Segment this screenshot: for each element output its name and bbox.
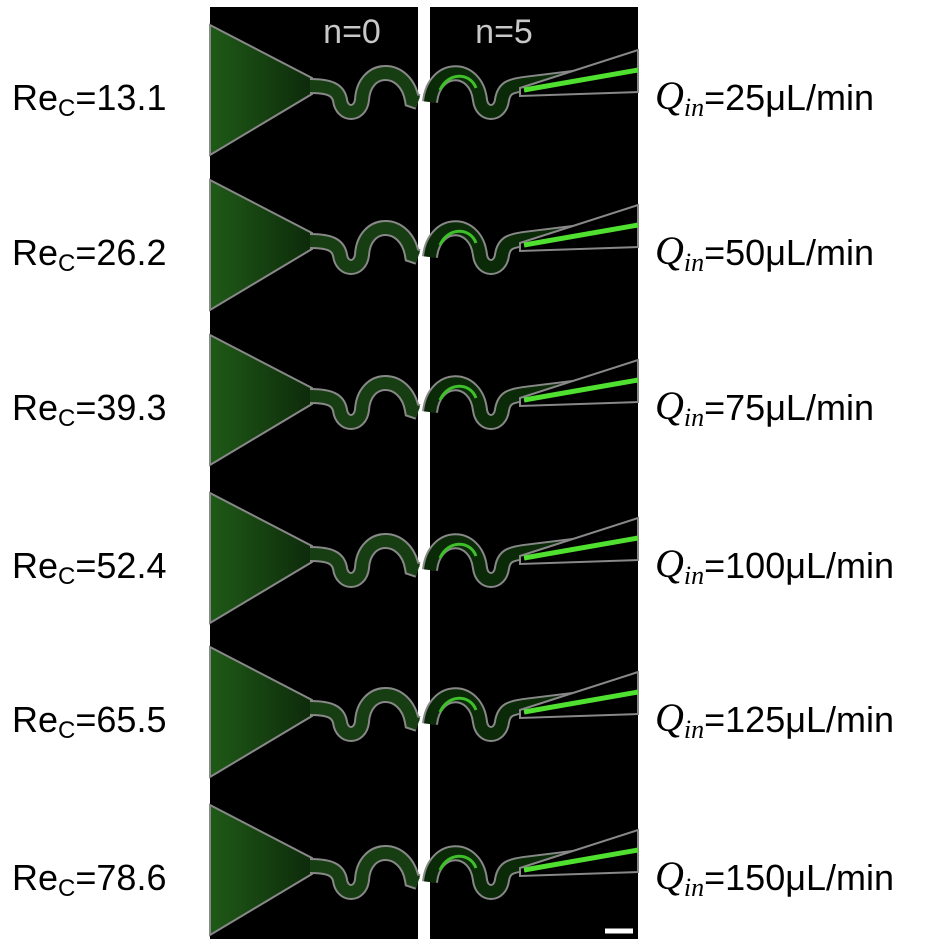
re-value: =39.3 xyxy=(75,387,166,428)
q-sub: in xyxy=(684,715,704,744)
q-value: =150μL/min xyxy=(704,857,894,898)
re: Re xyxy=(12,77,58,118)
q-value: =25μL/min xyxy=(704,77,874,118)
q: Q xyxy=(655,73,684,118)
re: Re xyxy=(12,545,58,586)
re-label: ReC=65.5 xyxy=(12,699,166,745)
re-label: ReC=52.4 xyxy=(12,545,166,591)
q-label: Qin=50μL/min xyxy=(655,228,874,277)
re-value: =13.1 xyxy=(75,77,166,118)
re-label: ReC=39.3 xyxy=(12,387,166,433)
re-sub: C xyxy=(58,405,75,432)
re-sub: C xyxy=(58,250,75,277)
re: Re xyxy=(12,699,58,740)
q-value: =100μL/min xyxy=(704,545,894,586)
re: Re xyxy=(12,387,58,428)
re-value: =26.2 xyxy=(75,232,166,273)
re-value: =65.5 xyxy=(75,699,166,740)
q-value: =125μL/min xyxy=(704,699,894,740)
q-label: Qin=25μL/min xyxy=(655,73,874,122)
q: Q xyxy=(655,228,684,273)
q-sub: in xyxy=(684,93,704,122)
q: Q xyxy=(655,853,684,898)
q-label: Qin=125μL/min xyxy=(655,695,894,744)
re-sub: C xyxy=(58,95,75,122)
q-sub: in xyxy=(684,873,704,902)
re-value: =52.4 xyxy=(75,545,166,586)
re-sub: C xyxy=(58,717,75,744)
q-label: Qin=75μL/min xyxy=(655,383,874,432)
q-sub: in xyxy=(684,561,704,590)
q-value: =75μL/min xyxy=(704,387,874,428)
re-value: =78.6 xyxy=(75,857,166,898)
q: Q xyxy=(655,383,684,428)
q-label: Qin=150μL/min xyxy=(655,853,894,902)
re-label: ReC=78.6 xyxy=(12,857,166,903)
re: Re xyxy=(12,232,58,273)
re-sub: C xyxy=(58,875,75,902)
column-label: n=0 xyxy=(323,13,381,51)
re-label: ReC=13.1 xyxy=(12,77,166,123)
panel-n5 xyxy=(430,7,638,939)
panel-n0 xyxy=(210,7,418,939)
q: Q xyxy=(655,695,684,740)
q-sub: in xyxy=(684,403,704,432)
q-sub: in xyxy=(684,248,704,277)
figure: n=0 n=5 ReC=13.1Qin=25μL/minReC=26.2Qin=… xyxy=(0,0,939,939)
q-value: =50μL/min xyxy=(704,232,874,273)
column-label: n=5 xyxy=(475,13,533,51)
q: Q xyxy=(655,541,684,586)
q-label: Qin=100μL/min xyxy=(655,541,894,590)
re: Re xyxy=(12,857,58,898)
re-label: ReC=26.2 xyxy=(12,232,166,278)
re-sub: C xyxy=(58,563,75,590)
